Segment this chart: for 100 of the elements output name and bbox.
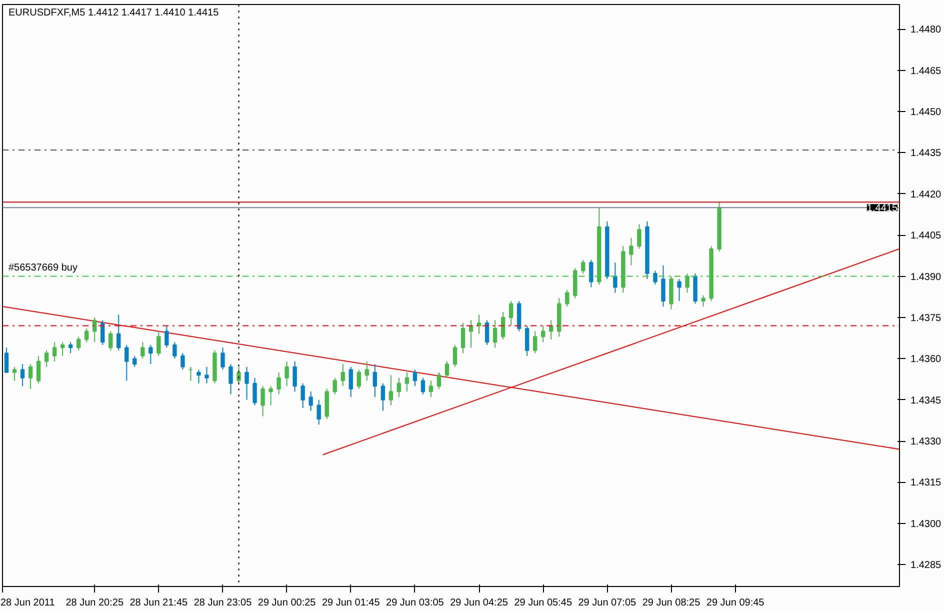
candlestick (196, 369, 201, 384)
x-tick-label: 29 Jun 05:45 (514, 598, 572, 608)
candlestick (124, 344, 129, 382)
y-tick-label: 1.4405 (910, 230, 942, 242)
y-tick-label: 1.4285 (910, 560, 942, 572)
candlestick (276, 372, 281, 395)
candlestick (100, 320, 105, 346)
y-tick-label: 1.4345 (910, 395, 942, 406)
candlestick (340, 364, 345, 387)
candlestick (284, 360, 289, 387)
candlestick (148, 344, 153, 365)
candlestick (36, 355, 41, 384)
y-tick-label: 1.4300 (910, 518, 942, 530)
candlestick (629, 237, 634, 266)
candlestick (316, 399, 321, 426)
x-tick-label: 29 Jun 07:05 (578, 598, 637, 608)
candlestick (292, 360, 297, 392)
candlestick (364, 360, 370, 382)
candlestick (28, 364, 33, 390)
x-tick-label: 28 Jun 20:25 (66, 598, 124, 608)
x-tick-label: 28 Jun 21:45 (130, 598, 188, 608)
candlestick (613, 262, 618, 294)
y-tick-label: 1.4480 (910, 24, 942, 36)
candlestick (84, 328, 89, 343)
candlestick (677, 278, 682, 302)
candlestick (44, 350, 49, 368)
candlestick (524, 325, 530, 356)
candlestick (332, 377, 337, 395)
candlestick (589, 259, 594, 288)
candlestick (661, 264, 666, 307)
candlestick (685, 273, 690, 294)
candlestick (236, 366, 241, 384)
x-tick-label: 28 Jun 2011 (0, 598, 56, 608)
candlestick (372, 364, 378, 398)
candlestick (396, 377, 402, 398)
candlestick (156, 330, 161, 356)
candlestick (380, 382, 386, 412)
candlestick (444, 360, 450, 378)
candlestick (308, 391, 313, 412)
candlestick (268, 386, 273, 406)
candlestick (412, 369, 418, 387)
candlestick (116, 314, 121, 351)
x-tick-label: 29 Jun 03:05 (386, 598, 444, 608)
candlestick (52, 342, 57, 362)
candlestick (637, 224, 642, 250)
x-tick-label: 29 Jun 08:25 (642, 598, 701, 608)
candlestick (428, 380, 434, 398)
candlestick (348, 366, 353, 398)
y-tick-label: 1.4465 (910, 66, 942, 77)
candlestick (260, 386, 265, 417)
candlestick (436, 372, 442, 390)
x-tick-label: 29 Jun 00:25 (258, 598, 316, 608)
candlestick (172, 342, 177, 360)
ref-line-label: #56537669 buy (8, 262, 78, 274)
candlestick (228, 364, 233, 395)
candlestick (20, 364, 25, 387)
candlestick (492, 320, 498, 348)
x-tick-label: 29 Jun 09:45 (706, 598, 765, 608)
candlestick (701, 295, 706, 307)
chart-title: EURUSDFXF,M5 1.4412 1.4417 1.4410 1.4415 (8, 8, 220, 18)
candlestick (204, 366, 209, 384)
candlestick (4, 347, 9, 373)
candlestick (60, 342, 65, 356)
candlestick (12, 366, 17, 382)
y-tick-label: 1.4450 (910, 107, 942, 118)
y-tick-label: 1.4360 (910, 354, 942, 366)
candlestick (484, 320, 490, 346)
candlestick (404, 372, 410, 392)
y-tick-label: 1.4390 (910, 272, 942, 283)
candlestick (76, 336, 81, 351)
candlestick (180, 352, 185, 370)
y-tick-label: 1.4330 (910, 436, 942, 448)
y-tick-label: 1.4420 (910, 189, 942, 200)
candlestick (581, 259, 586, 274)
candlestick (653, 270, 658, 286)
candlestick (164, 325, 169, 348)
candlestick (452, 344, 458, 368)
candlestick (565, 290, 570, 307)
candlestick (356, 369, 361, 390)
x-tick-label: 29 Jun 04:25 (450, 598, 508, 608)
candlestick (220, 347, 225, 370)
candlestick (252, 377, 257, 406)
candlestick (532, 330, 538, 354)
candlestick (68, 342, 73, 354)
candlestick (140, 342, 145, 360)
candlestick (244, 366, 249, 400)
candlestick (460, 322, 466, 354)
candlestick (500, 311, 506, 340)
candlestick (92, 316, 97, 343)
y-tick-label: 1.4375 (910, 312, 942, 324)
y-tick-label: 1.4435 (910, 148, 942, 160)
candlestick (541, 325, 546, 343)
candlestick (508, 300, 514, 326)
x-tick-label: 28 Jun 23:05 (194, 598, 252, 608)
x-tick-label: 29 Jun 01:45 (322, 598, 380, 608)
candlestick (420, 377, 426, 395)
candlestick (388, 374, 394, 406)
candlestick (300, 382, 305, 409)
candlestick (108, 330, 113, 351)
candlestick (132, 355, 137, 368)
